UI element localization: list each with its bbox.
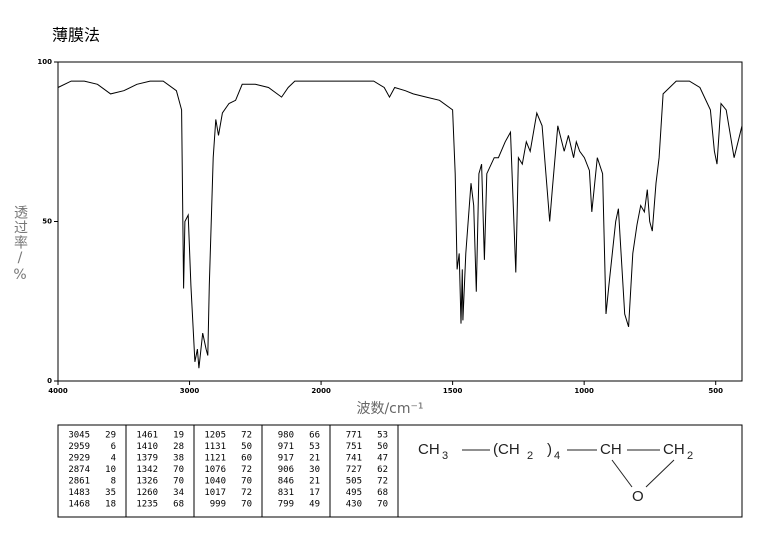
table-cell: 66 — [309, 431, 320, 441]
table-cell: 2874 — [68, 465, 90, 475]
table-cell: 60 — [241, 454, 252, 464]
table-cell: 68 — [173, 500, 184, 510]
table-cell: 1461 — [136, 431, 158, 441]
table-cell: 1342 — [136, 465, 158, 475]
table-cell: 1410 — [136, 442, 158, 452]
table-cell: 1121 — [204, 454, 226, 464]
table-cell: 72 — [241, 488, 252, 498]
structure-text: 4 — [554, 450, 560, 462]
table-cell: 30 — [309, 465, 320, 475]
table-cell: 505 — [346, 477, 362, 487]
table-cell: 430 — [346, 500, 362, 510]
table-cell: 1040 — [204, 477, 226, 487]
table-cell: 2959 — [68, 442, 90, 452]
table-cell: 53 — [377, 431, 388, 441]
structure-text: CH — [418, 441, 440, 458]
table-cell: 1205 — [204, 431, 226, 441]
table-cell: 35 — [105, 488, 116, 498]
table-cell: 1326 — [136, 477, 158, 487]
plot-frame — [57, 61, 743, 382]
table-cell: 1076 — [204, 465, 226, 475]
table-cell: 34 — [173, 488, 184, 498]
table-cell: 1483 — [68, 488, 90, 498]
x-axis-label: 波数/cm⁻¹ — [356, 401, 423, 417]
table-cell: 50 — [377, 442, 388, 452]
table-cell: 495 — [346, 488, 362, 498]
table-cell: 2861 — [68, 477, 90, 487]
chart-title: 薄膜法 — [52, 26, 100, 45]
table-cell: 917 — [278, 454, 294, 464]
structure-text: O — [632, 488, 644, 505]
table-cell: 28 — [173, 442, 184, 452]
structure-text: 2 — [687, 450, 693, 462]
x-tick-label: 3000 — [180, 387, 200, 395]
table-cell: 1017 — [204, 488, 226, 498]
table-cell: 68 — [377, 488, 388, 498]
table-cell: 18 — [105, 500, 116, 510]
table-frame — [57, 424, 743, 518]
table-cell: 4 — [111, 454, 116, 464]
structure-text: 3 — [442, 450, 448, 462]
table-cell: 6 — [111, 442, 116, 452]
table-cell: 1260 — [136, 488, 158, 498]
table-cell: 1131 — [204, 442, 226, 452]
table-cell: 771 — [346, 431, 362, 441]
table-cell: 53 — [309, 442, 320, 452]
table-cell: 846 — [278, 477, 294, 487]
table-cell: 19 — [173, 431, 184, 441]
x-tick-label: 4000 — [48, 387, 68, 395]
spectrum-line — [57, 80, 743, 369]
table-cell: 751 — [346, 442, 362, 452]
table-cell: 1235 — [136, 500, 158, 510]
table-cell: 799 — [278, 500, 294, 510]
table-cell: 70 — [173, 465, 184, 475]
table-cell: 72 — [241, 431, 252, 441]
structure-text: 2 — [527, 450, 533, 462]
table-cell: 72 — [241, 465, 252, 475]
x-tick-label: 2000 — [311, 387, 331, 395]
x-tick-label: 1500 — [443, 387, 463, 395]
y-tick-label: 100 — [37, 58, 52, 66]
table-cell: 70 — [241, 500, 252, 510]
table-cell: 8 — [111, 477, 116, 487]
table-cell: 906 — [278, 465, 294, 475]
table-cell: 17 — [309, 488, 320, 498]
structure-text: CH — [600, 441, 622, 458]
table-cell: 38 — [173, 454, 184, 464]
table-cell: 999 — [210, 500, 226, 510]
table-cell: 727 — [346, 465, 362, 475]
table-cell: 62 — [377, 465, 388, 475]
table-cell: 980 — [278, 431, 294, 441]
table-cell: 49 — [309, 500, 320, 510]
table-cell: 70 — [241, 477, 252, 487]
structure-text: ) — [547, 441, 552, 458]
table-cell: 70 — [377, 500, 388, 510]
table-cell: 1468 — [68, 500, 90, 510]
table-cell: 971 — [278, 442, 294, 452]
table-cell: 21 — [309, 477, 320, 487]
table-cell: 10 — [105, 465, 116, 475]
y-tick-label: 0 — [47, 377, 52, 385]
structure-text: CH — [663, 441, 685, 458]
table-cell: 72 — [377, 477, 388, 487]
y-tick-label: 50 — [42, 218, 52, 226]
table-cell: 3045 — [68, 431, 90, 441]
table-cell: 47 — [377, 454, 388, 464]
table-cell: 1379 — [136, 454, 158, 464]
table-cell: 2929 — [68, 454, 90, 464]
table-cell: 21 — [309, 454, 320, 464]
structure-text: (CH — [493, 441, 520, 458]
table-cell: 741 — [346, 454, 362, 464]
table-cell: 70 — [173, 477, 184, 487]
structure-bonds — [462, 449, 675, 488]
x-tick-label: 1000 — [574, 387, 594, 395]
table-cell: 50 — [241, 442, 252, 452]
x-tick-label: 500 — [708, 387, 723, 395]
table-cell: 831 — [278, 488, 294, 498]
table-cell: 29 — [105, 431, 116, 441]
y-axis-label: 透过率/% — [12, 205, 28, 284]
